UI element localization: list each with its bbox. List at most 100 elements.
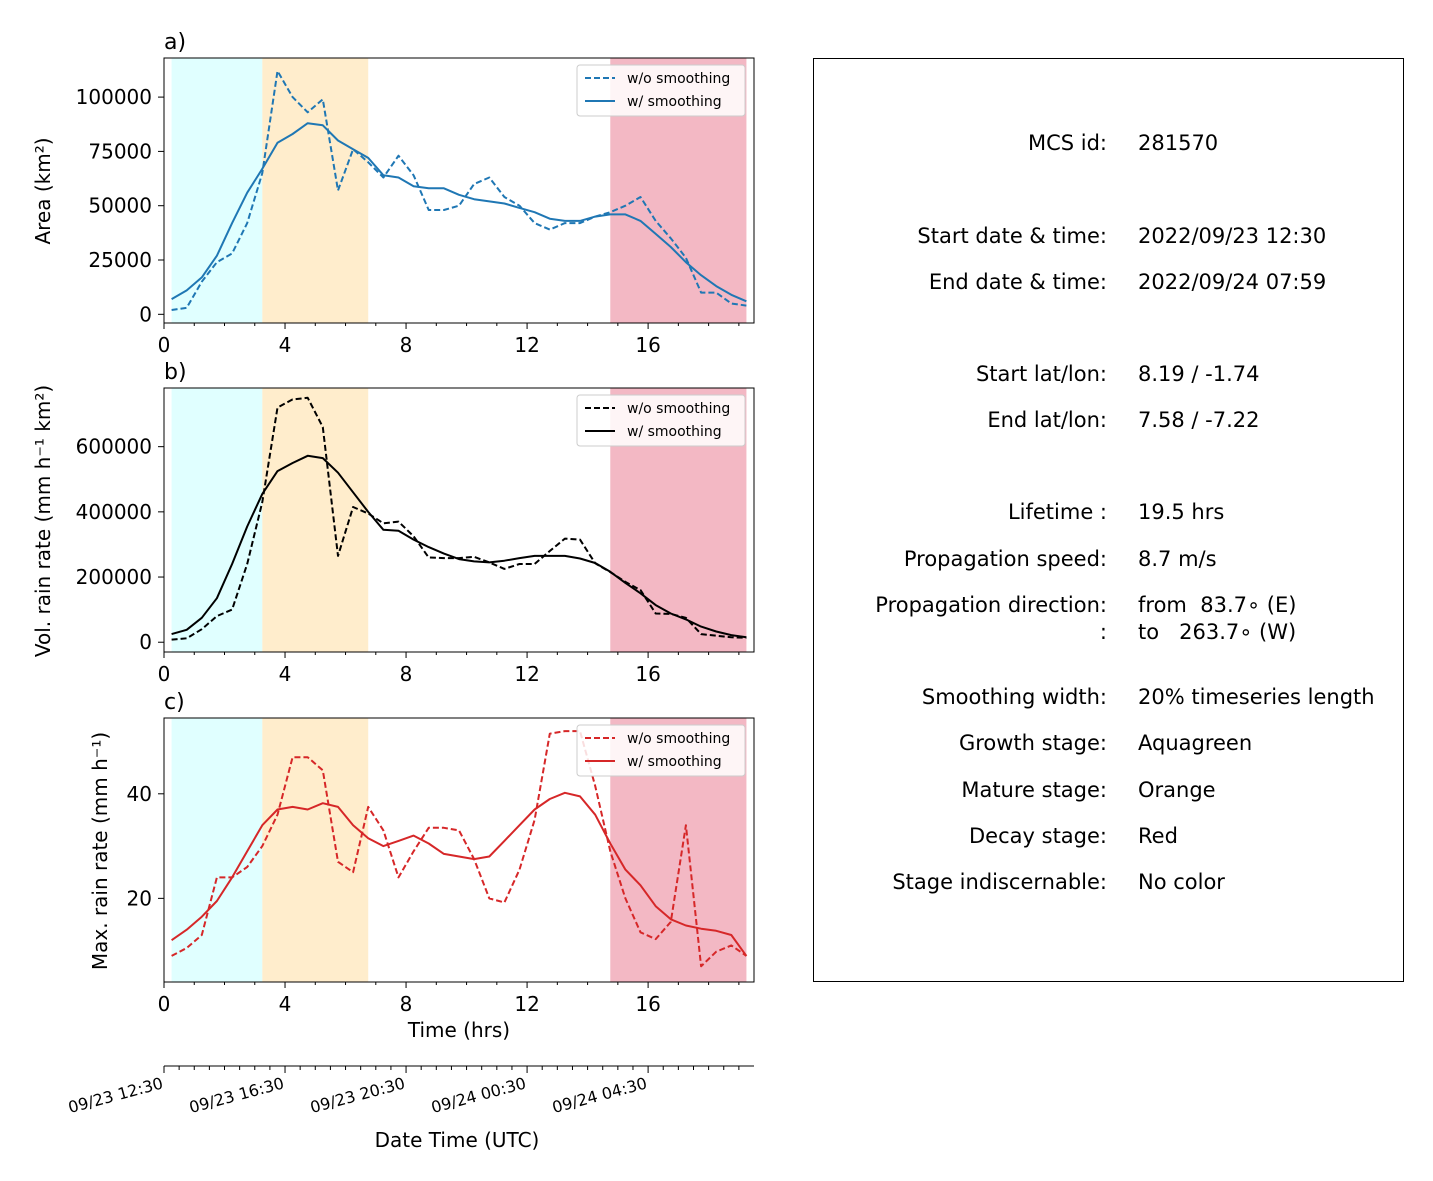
panel-b-legend-frame: [576, 394, 746, 447]
datetime-tick-label: 09/24 04:30: [550, 1074, 649, 1118]
info-value: Aquagreen: [1138, 731, 1253, 755]
info-label: Lifetime :: [1007, 500, 1107, 524]
info-row-mature-stage: Mature stage: Orange: [814, 778, 1403, 804]
x-tick-label: 16: [635, 333, 660, 357]
info-row-end-datetime: End date & time: 2022/09/24 07:59: [814, 270, 1403, 296]
y-tick-label: 75000: [88, 139, 152, 163]
datetime-tick-label: 09/23 16:30: [187, 1074, 286, 1118]
plot-frame: [163, 387, 755, 653]
info-value: Red: [1138, 824, 1178, 848]
info-label: Start lat/lon:: [975, 362, 1107, 386]
info-label: Mature stage:: [961, 778, 1107, 802]
info-label: Growth stage:: [958, 731, 1107, 755]
series-line-smoothed: [171, 791, 748, 957]
y-tick-label: 20: [127, 886, 152, 910]
x-tick-label: 16: [635, 662, 660, 686]
x-axis-label: Time (hrs): [407, 1018, 510, 1042]
panel-c-legend: w/o smoothing w/ smoothing: [576, 724, 746, 777]
info-value: Orange: [1138, 778, 1216, 802]
growth-stage-band: [171, 388, 263, 652]
x-tick-label: 0: [158, 662, 171, 686]
info-value: No color: [1138, 870, 1225, 894]
y-tick-label: 50000: [88, 194, 152, 218]
info-value: 2022/09/23 12:30: [1138, 224, 1327, 248]
panel-b-tag: b): [164, 360, 187, 385]
x-tick-label: 8: [400, 333, 413, 357]
x-tick-label: 4: [279, 662, 292, 686]
series-line-smoothed: [171, 122, 747, 303]
info-label: Propagation speed:: [903, 547, 1107, 571]
plot-frame: [163, 57, 755, 324]
datetime-tick-label: 09/23 20:30: [308, 1074, 407, 1118]
panel-c-legend-frame: [576, 724, 746, 777]
panel-a-ylabel: Area (km²): [31, 137, 55, 244]
info-row-end-latlon: End lat/lon: 7.58 / -7.22: [814, 408, 1403, 434]
y-tick-label: 0: [139, 630, 152, 654]
datetime-tick-label: 09/23 12:30: [66, 1074, 165, 1118]
info-row-start-datetime: Start date & time: 2022/09/23 12:30: [814, 224, 1403, 250]
info-row-propagation-direction: Propagation direction: from 83.7∘ (E): [814, 593, 1403, 619]
info-label: Smoothing width:: [921, 685, 1107, 709]
info-label: End date & time:: [928, 270, 1107, 294]
y-tick-label: 25000: [88, 248, 152, 272]
info-value: to 263.7∘ (W): [1138, 620, 1297, 644]
panel-a-legend: w/o smoothing w/ smoothing: [576, 64, 746, 117]
x-tick-label: 4: [279, 992, 292, 1016]
panel-c-legend-smooth: w/ smoothing: [627, 754, 722, 770]
panel-b-legend-smooth: w/ smoothing: [627, 424, 722, 440]
info-label: Start date & time:: [917, 224, 1107, 248]
info-row-growth-stage: Growth stage: Aquagreen: [814, 731, 1403, 757]
series-line-raw: [171, 70, 747, 311]
info-value: 19.5 hrs: [1138, 500, 1225, 524]
x-tick-label: 0: [158, 992, 171, 1016]
panel-c-ylabel: Max. rain rate (mm h⁻¹): [88, 732, 112, 970]
datetime-axis: 09/23 12:30 09/23 16:30 09/23 20:30 09/2…: [66, 1065, 754, 1152]
panel-b-legend-raw: w/o smoothing: [627, 401, 730, 417]
info-label: Stage indiscernable:: [892, 870, 1107, 894]
datetime-tick-label: 09/24 00:30: [429, 1074, 528, 1118]
mature-stage-band: [262, 58, 369, 323]
info-value: 8.7 m/s: [1138, 547, 1217, 571]
info-row-stage-indiscernable: Stage indiscernable: No color: [814, 870, 1403, 896]
info-row-decay-stage: Decay stage: Red: [814, 824, 1403, 850]
panel-b-legend: w/o smoothing w/ smoothing: [576, 394, 746, 447]
info-row-propagation-direction-to: : to 263.7∘ (W): [814, 620, 1403, 646]
mcs-info-box: MCS id: 281570 Start date & time: 2022/0…: [813, 58, 1404, 982]
info-row-smoothing-width: Smoothing width: 20% timeseries length: [814, 685, 1403, 711]
info-label: End lat/lon:: [987, 408, 1107, 432]
info-value: 281570: [1138, 131, 1219, 155]
panel-b-ylabel: Vol. rain rate (mm h⁻¹ km²): [31, 385, 55, 657]
info-row-start-latlon: Start lat/lon: 8.19 / -1.74: [814, 362, 1403, 388]
info-label: Decay stage:: [969, 824, 1107, 848]
x-tick-label: 12: [514, 662, 539, 686]
info-label: Propagation direction:: [875, 593, 1107, 617]
x-tick-label: 8: [400, 662, 413, 686]
datetime-axis-label: Date Time (UTC): [375, 1128, 540, 1152]
panel-c-tag: c): [164, 690, 185, 715]
series-line-smoothed: [171, 454, 747, 639]
plot-frame: [163, 717, 755, 983]
info-row-lifetime: Lifetime : 19.5 hrs: [814, 500, 1403, 526]
info-row-propagation-speed: Propagation speed: 8.7 m/s: [814, 547, 1403, 573]
x-tick-label: 8: [400, 992, 413, 1016]
series-line-raw: [171, 730, 747, 968]
info-value: 20% timeseries length: [1138, 685, 1375, 709]
x-tick-label: 4: [279, 333, 292, 357]
panel-a-legend-smooth: w/ smoothing: [627, 94, 722, 110]
panel-b: b) 0 4 8 12 16 0 200000 400000 600000 Vol. rain …: [31, 360, 755, 686]
panel-c: c) 0 4 8 12 16 20 40 Max. rain rate (mm h⁻¹) w…: [88, 690, 755, 1042]
info-value: 7.58 / -7.22: [1138, 408, 1260, 432]
y-tick-label: 600000: [76, 435, 152, 459]
info-value: 2022/09/24 07:59: [1138, 270, 1327, 294]
y-tick-label: 40: [127, 782, 152, 806]
x-tick-label: 12: [514, 992, 539, 1016]
x-tick-label: 0: [158, 333, 171, 357]
info-label: :: [1099, 620, 1107, 644]
panel-a: a) 0 4 8 12 16 0 25000 50000 75000 100000 Area (k…: [31, 30, 755, 357]
panel-a-tag: a): [164, 30, 186, 55]
y-tick-label: 100000: [76, 85, 152, 109]
mature-stage-band: [262, 388, 369, 652]
y-tick-label: 0: [139, 302, 152, 326]
x-tick-label: 12: [514, 333, 539, 357]
